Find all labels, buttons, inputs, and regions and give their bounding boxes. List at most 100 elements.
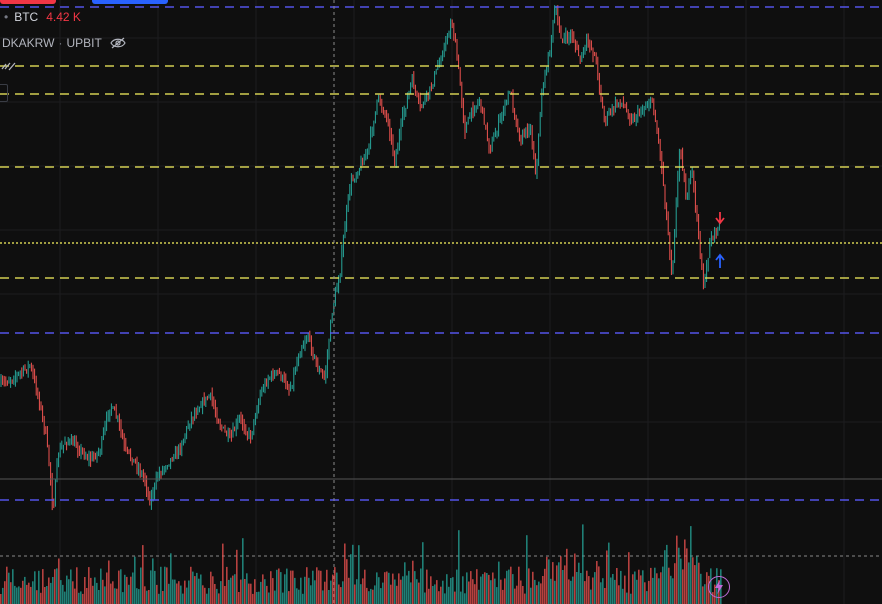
volume-bar [262, 574, 264, 604]
legend-row-pair[interactable]: DKAKRW · UPBIT [0, 36, 126, 50]
volume-bar [82, 593, 84, 604]
volume-bar [642, 570, 644, 604]
volume-bar [438, 591, 440, 604]
volume-bar [560, 556, 562, 604]
volume-bar [110, 583, 112, 604]
volume-bar [320, 570, 322, 604]
volume-bar [56, 568, 58, 604]
volume-bar [578, 562, 580, 604]
volume-bar [566, 548, 568, 604]
volume-bar [274, 590, 276, 604]
volume-bar [298, 589, 300, 604]
volume-bar [144, 586, 146, 604]
volume-bar [478, 589, 480, 604]
volume-bar [180, 585, 182, 604]
top-tab-red[interactable] [0, 0, 56, 4]
lightning-icon[interactable] [708, 576, 730, 598]
volume-bar [558, 562, 560, 604]
volume-bar [536, 585, 538, 604]
volume-bar [360, 584, 362, 604]
volume-bar [260, 581, 262, 604]
volume-bar [328, 590, 330, 604]
volume-bar [590, 589, 592, 604]
volume-bar [72, 581, 74, 604]
volume-bar [494, 578, 496, 604]
volume-bar [306, 567, 308, 604]
volume-bar [62, 584, 64, 604]
volume-bar [508, 569, 510, 604]
volume-bar [702, 586, 704, 604]
volume-bar [482, 574, 484, 604]
volume-bar [286, 568, 288, 604]
volume-bar [266, 585, 268, 604]
volume-bar [604, 588, 606, 604]
volume-bar [234, 574, 236, 604]
volume-bar [336, 572, 338, 604]
volume-bar [22, 580, 24, 604]
volume-bar [646, 591, 648, 604]
arrow-up-icon [715, 253, 725, 268]
volume-bar [230, 577, 232, 604]
volume-bar [480, 576, 482, 604]
volume-bar [606, 550, 608, 604]
volume-bar [670, 575, 672, 604]
volume-bar [32, 581, 34, 604]
volume-bar [100, 568, 102, 604]
link-icon[interactable] [0, 60, 18, 75]
exchange-label: UPBIT [66, 36, 102, 50]
volume-bar [356, 579, 358, 604]
volume-bar [668, 567, 670, 604]
volume-bar [434, 584, 436, 604]
collapse-toggle[interactable] [0, 84, 8, 102]
volume-bar [130, 576, 132, 604]
volume-bar [384, 572, 386, 604]
volume-bar [420, 568, 422, 604]
volume-bar [692, 557, 694, 604]
volume-bar [296, 588, 298, 604]
volume-bar [380, 588, 382, 604]
volume-bar [422, 542, 424, 604]
volume-bar [638, 569, 640, 604]
volume-bar [386, 571, 388, 604]
volume-bar [570, 580, 572, 604]
volume-bar [552, 562, 554, 604]
volume-bar [368, 591, 370, 604]
volume-bar [264, 579, 266, 604]
legend-row-symbol[interactable]: • BTC 4.42 K [0, 10, 81, 24]
volume-bar [248, 583, 250, 604]
volume-bar [268, 592, 270, 604]
volume-bar [694, 565, 696, 604]
volume-bar [244, 579, 246, 604]
volume-bar [272, 578, 274, 604]
volume-bar [238, 592, 240, 604]
eye-crossed-icon[interactable] [110, 37, 126, 49]
volume-bar [624, 575, 626, 604]
volume-bar [582, 524, 584, 604]
volume-bar [118, 570, 120, 604]
volume-bar [562, 570, 564, 604]
volume-bar [658, 578, 660, 604]
symbol-label: BTC [14, 10, 39, 24]
volume-bar [390, 584, 392, 604]
volume-bar [376, 572, 378, 604]
volume-bar [292, 570, 294, 604]
volume-bar [496, 587, 498, 604]
volume-bar [544, 568, 546, 604]
volume-bar [116, 588, 118, 604]
top-tab-blue[interactable] [92, 0, 168, 4]
arrow-down-icon [715, 212, 725, 225]
volume-bar [418, 582, 420, 604]
volume-bar [252, 593, 254, 604]
volume-bar [538, 581, 540, 604]
volume-bar [526, 535, 528, 604]
volume-bar [364, 569, 366, 604]
volume-bar [256, 592, 258, 604]
volume-bar [362, 578, 364, 604]
legend-row-links[interactable] [0, 60, 18, 75]
volume-bar [404, 562, 406, 604]
volume-bar [444, 593, 446, 604]
volume-bar [38, 570, 40, 604]
volume-bar [584, 581, 586, 604]
